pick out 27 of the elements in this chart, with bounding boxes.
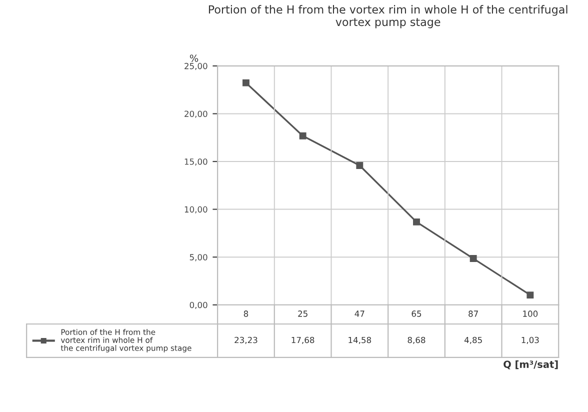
data-label: 1,03 [522,336,539,344]
y-tick-label: 25,00 [184,62,208,70]
point [242,79,250,86]
chart-title: Portion of the H from the vortex rim in whole H of the centrifugal vortex pump stage [208,5,568,28]
y-tick-label: 10,00 [184,206,208,214]
y-tick-label: 20,00 [184,110,208,118]
x-tick-label: 25 [298,310,308,317]
y-axis-title: % [190,54,198,62]
data-label: 14,58 [348,336,372,344]
data-label: 23,23 [234,336,258,344]
data-label: 8,68 [408,336,426,344]
point [470,255,477,262]
y-tick-label: 0,00 [190,302,208,310]
x-tick-label: 65 [412,310,422,317]
point [413,218,420,226]
x-tick-label: 8 [244,310,248,317]
point [526,292,534,299]
x-tick-label: 47 [354,310,364,317]
x-axis-title: Q [m³/sat] [504,360,558,370]
x-tick-label: 87 [468,310,478,317]
data-label: 4,85 [464,336,482,344]
point [299,132,306,140]
x-tick-label: 100 [523,310,538,317]
data-label: 17,68 [292,336,314,344]
y-tick-label: 15,00 [184,158,208,166]
y-tick-label: 5,00 [190,254,208,262]
point [356,162,364,169]
